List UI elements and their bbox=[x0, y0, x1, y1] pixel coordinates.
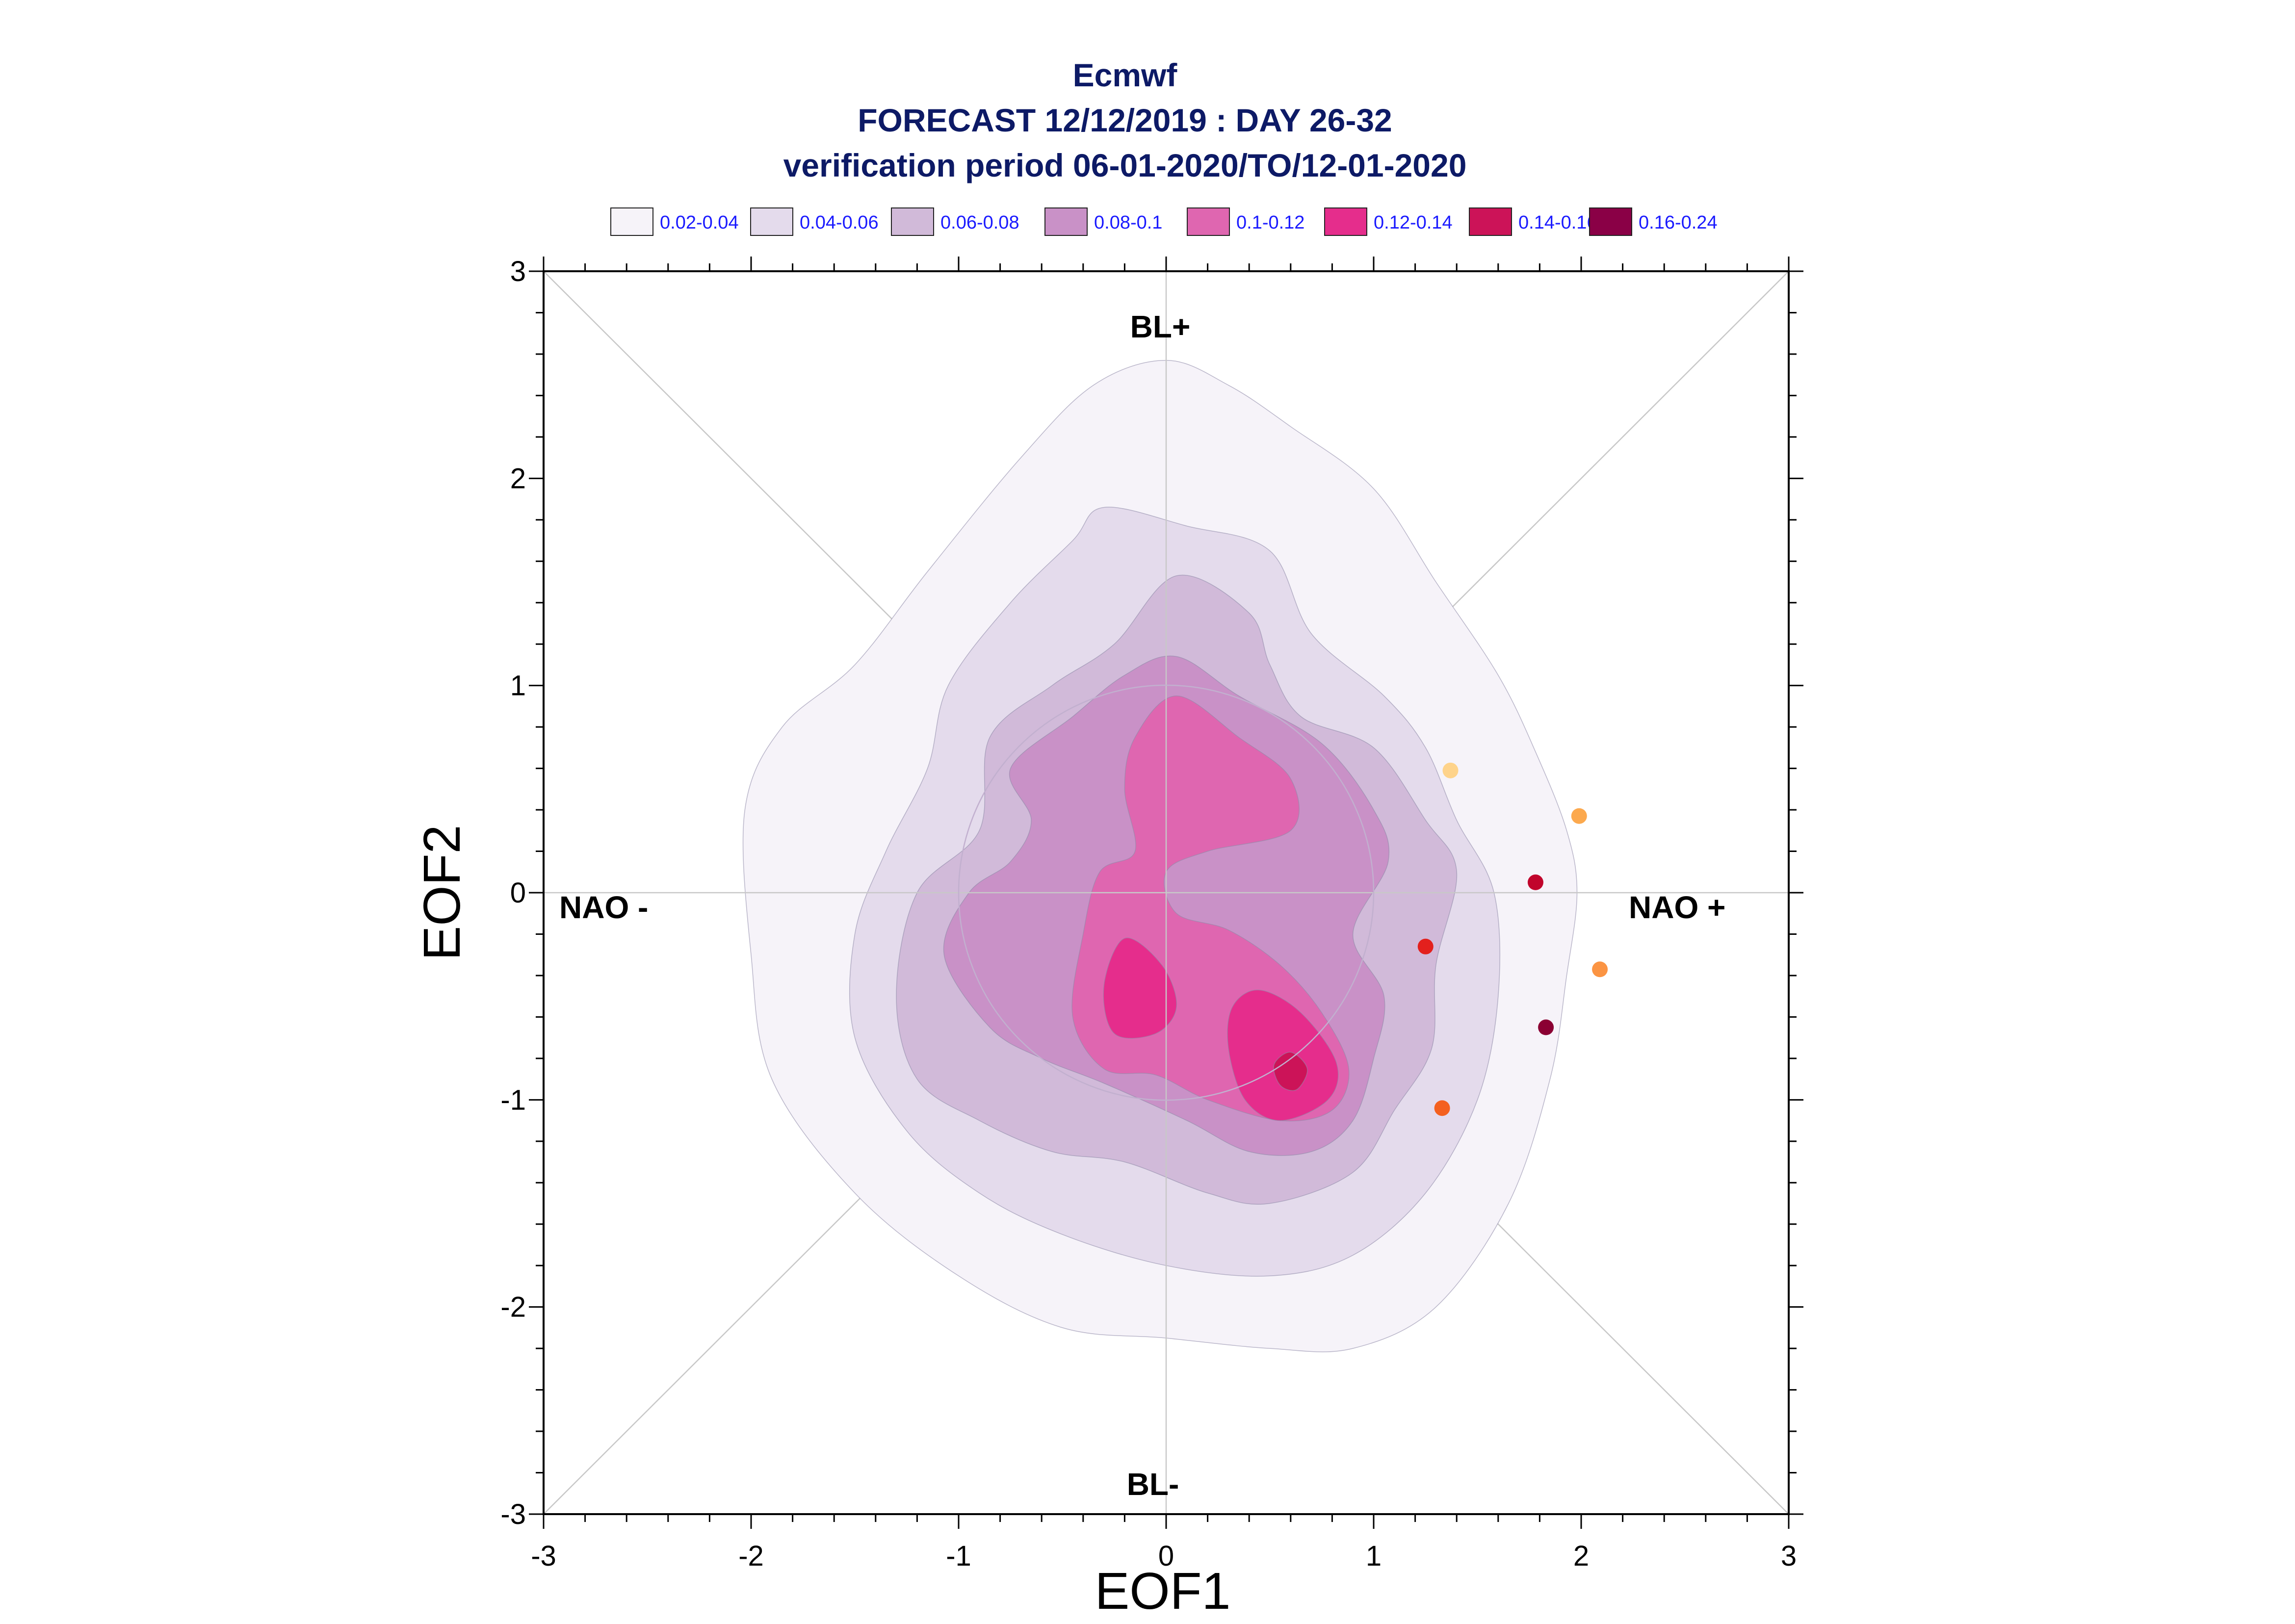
scatter-point bbox=[1571, 808, 1587, 824]
legend-swatch bbox=[1589, 207, 1632, 236]
y-tick-label: -1 bbox=[500, 1084, 526, 1116]
scatter-point bbox=[1442, 762, 1459, 778]
x-tick-label: 3 bbox=[1781, 1540, 1797, 1572]
legend-swatch bbox=[891, 207, 934, 236]
data-points bbox=[1417, 762, 1608, 1116]
density-region bbox=[1103, 937, 1177, 1039]
legend-swatch bbox=[1469, 207, 1512, 236]
chart-subtitle-verification: verification period 06-01-2020/TO/12-01-… bbox=[783, 147, 1467, 183]
legend-label: 0.16-0.24 bbox=[1639, 212, 1718, 233]
legend-label: 0.02-0.04 bbox=[660, 212, 739, 233]
scatter-point bbox=[1538, 1019, 1554, 1035]
y-tick-label: 3 bbox=[510, 256, 526, 287]
scatter-point bbox=[1434, 1100, 1450, 1116]
scatter-point bbox=[1592, 961, 1608, 978]
y-tick-label: 2 bbox=[510, 463, 526, 494]
legend-swatch bbox=[1324, 207, 1367, 236]
scatter-point bbox=[1527, 874, 1543, 890]
regime-label-nao-minus: NAO - bbox=[559, 890, 648, 925]
axis-ticks: -3 -2 -1 0 1 2 3 -3 -2 -1 0 1 2 3 bbox=[500, 256, 1803, 1572]
legend-swatch bbox=[1044, 207, 1088, 236]
regime-labels: BL+ BL- NAO - NAO + bbox=[559, 309, 1725, 1502]
unit-circle bbox=[958, 684, 1375, 1101]
x-tick-label: 2 bbox=[1573, 1540, 1589, 1572]
density-contours bbox=[742, 360, 1578, 1352]
y-axis-title: EOF2 bbox=[413, 825, 471, 961]
x-tick-label: -3 bbox=[531, 1540, 556, 1572]
y-tick-label: 0 bbox=[510, 877, 526, 909]
chart-title: Ecmwf bbox=[1073, 57, 1178, 93]
x-tick-label: -1 bbox=[946, 1540, 971, 1572]
legend-swatch bbox=[610, 207, 653, 236]
legend-label: 0.1-0.12 bbox=[1236, 212, 1304, 233]
legend-label: 0.06-0.08 bbox=[940, 212, 1019, 233]
scatter-point bbox=[1417, 938, 1434, 954]
legend-swatch bbox=[1187, 207, 1230, 236]
chart-titles: Ecmwf FORECAST 12/12/2019 : DAY 26-32 ve… bbox=[783, 57, 1467, 183]
x-tick-label: 0 bbox=[1158, 1540, 1174, 1572]
legend-label: 0.08-0.1 bbox=[1094, 212, 1162, 233]
regime-label-bl-plus: BL+ bbox=[1130, 309, 1191, 344]
chart-subtitle-forecast: FORECAST 12/12/2019 : DAY 26-32 bbox=[858, 102, 1392, 138]
legend: 0.02-0.04 0.04-0.06 0.06-0.08 0.08-0.1 0.1-0… bbox=[610, 207, 1718, 236]
legend-label: 0.14-0.16 bbox=[1518, 212, 1597, 233]
density-region bbox=[1273, 1052, 1308, 1091]
regime-label-bl-minus: BL- bbox=[1127, 1467, 1179, 1502]
reference-guides bbox=[544, 271, 1789, 1514]
legend-label: 0.04-0.06 bbox=[800, 212, 879, 233]
x-tick-label: -2 bbox=[738, 1540, 764, 1572]
y-tick-label: 1 bbox=[510, 670, 526, 702]
legend-label: 0.12-0.14 bbox=[1374, 212, 1453, 233]
regime-label-nao-plus: NAO + bbox=[1629, 890, 1725, 925]
plot-area: -3 -2 -1 0 1 2 3 -3 -2 -1 0 1 2 3 bbox=[500, 256, 1803, 1572]
x-tick-label: 1 bbox=[1366, 1540, 1382, 1572]
x-axis-title: EOF1 bbox=[1095, 1562, 1231, 1620]
legend-swatch bbox=[750, 207, 793, 236]
y-tick-label: -2 bbox=[500, 1291, 526, 1323]
y-tick-label: -3 bbox=[500, 1498, 526, 1530]
